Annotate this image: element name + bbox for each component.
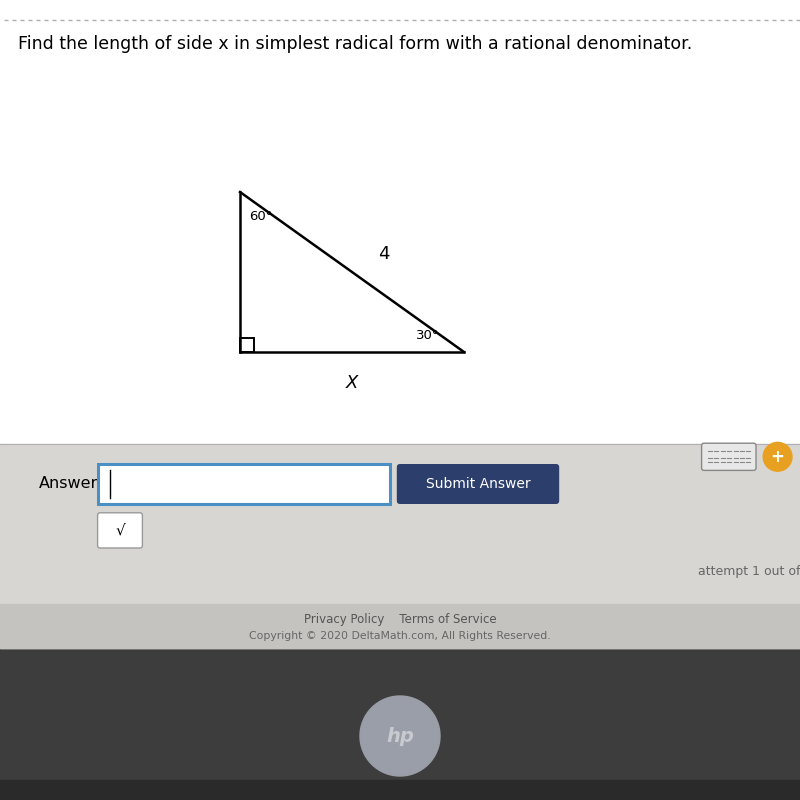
Text: 30°: 30° bbox=[416, 330, 439, 342]
Text: 4: 4 bbox=[378, 246, 390, 263]
Circle shape bbox=[360, 696, 440, 776]
Bar bbox=[0, 0, 800, 444]
Bar bbox=[0, 0, 800, 648]
Bar bbox=[0, 444, 800, 604]
FancyBboxPatch shape bbox=[98, 464, 390, 504]
Text: Submit Answer: Submit Answer bbox=[426, 477, 530, 491]
Bar bbox=[0, 780, 800, 800]
Text: 60°: 60° bbox=[250, 210, 273, 222]
Bar bbox=[240, 338, 254, 352]
Bar bbox=[0, 604, 800, 648]
Text: hp: hp bbox=[386, 726, 414, 746]
Bar bbox=[0, 648, 800, 800]
Text: X: X bbox=[346, 374, 358, 392]
Text: attempt 1 out of: attempt 1 out of bbox=[698, 566, 800, 578]
Text: Find the length of side x in simplest radical form with a rational denominator.: Find the length of side x in simplest ra… bbox=[18, 35, 692, 53]
FancyBboxPatch shape bbox=[98, 513, 142, 548]
Text: Copyright © 2020 DeltaMath.com, All Rights Reserved.: Copyright © 2020 DeltaMath.com, All Righ… bbox=[249, 631, 551, 641]
Text: Answer:: Answer: bbox=[38, 477, 102, 491]
Text: Privacy Policy    Terms of Service: Privacy Policy Terms of Service bbox=[304, 614, 496, 626]
Circle shape bbox=[763, 442, 792, 471]
Text: √: √ bbox=[115, 523, 125, 538]
Text: +: + bbox=[770, 448, 785, 466]
FancyBboxPatch shape bbox=[702, 443, 756, 470]
FancyBboxPatch shape bbox=[397, 464, 559, 504]
